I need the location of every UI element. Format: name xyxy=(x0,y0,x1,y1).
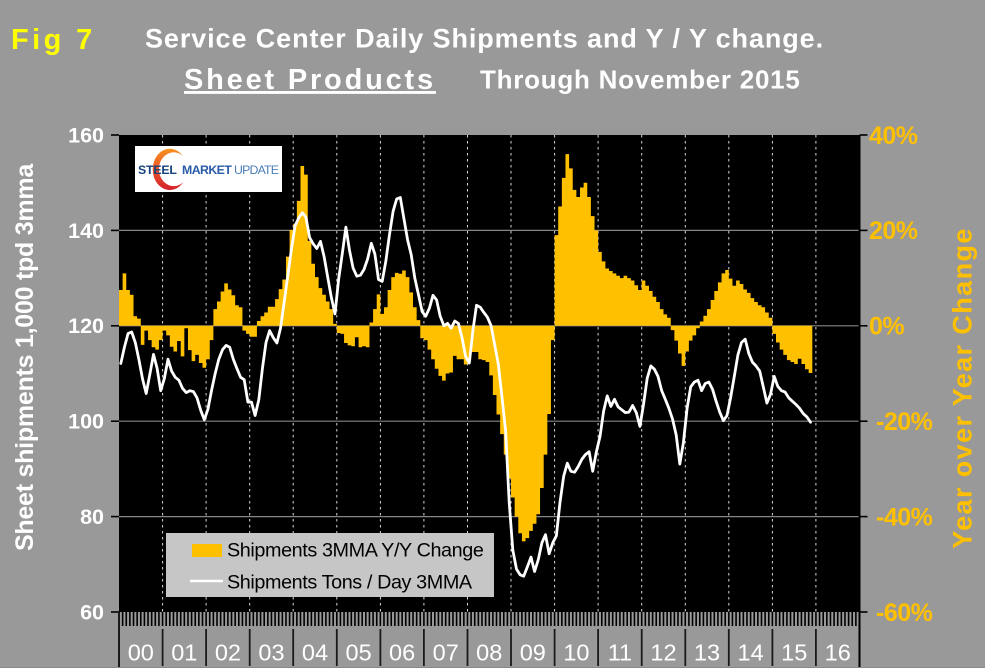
svg-text:Sheet shipments 1,000 tpd 3mma: Sheet shipments 1,000 tpd 3mma xyxy=(11,163,39,551)
svg-text:Through November 2015: Through November 2015 xyxy=(480,65,801,95)
svg-text:0%: 0% xyxy=(869,313,904,341)
svg-text:100: 100 xyxy=(68,410,104,434)
svg-text:20%: 20% xyxy=(869,217,918,245)
svg-text:Fig 7: Fig 7 xyxy=(11,24,96,56)
svg-text:Shipments Tons / Day 3MMA: Shipments Tons / Day 3MMA xyxy=(227,572,473,594)
svg-text:-20%: -20% xyxy=(876,408,933,436)
svg-text:160: 160 xyxy=(68,123,104,147)
svg-text:40%: 40% xyxy=(869,122,918,150)
svg-text:15: 15 xyxy=(781,640,807,666)
svg-text:11: 11 xyxy=(608,640,632,666)
svg-text:80: 80 xyxy=(80,505,104,529)
svg-text:140: 140 xyxy=(68,219,104,243)
svg-text:120: 120 xyxy=(68,314,104,338)
svg-text:60: 60 xyxy=(80,600,104,624)
svg-text:03: 03 xyxy=(258,640,284,666)
svg-text:04: 04 xyxy=(302,640,328,666)
svg-text:14: 14 xyxy=(738,640,764,666)
svg-text:Service Center Daily Shipments: Service Center Daily Shipments and Y / Y… xyxy=(145,24,824,54)
svg-text:01: 01 xyxy=(171,640,197,666)
svg-text:Shipments 3MMA Y/Y Change: Shipments 3MMA Y/Y Change xyxy=(227,540,484,562)
svg-text:16: 16 xyxy=(825,640,851,666)
svg-text:Sheet Products: Sheet Products xyxy=(184,64,436,96)
svg-text:02: 02 xyxy=(215,640,241,666)
svg-text:13: 13 xyxy=(694,640,720,666)
svg-text:UPDATE: UPDATE xyxy=(234,163,279,177)
svg-text:05: 05 xyxy=(346,640,372,666)
svg-text:-40%: -40% xyxy=(876,503,933,531)
svg-text:STEEL: STEEL xyxy=(138,163,177,177)
svg-text:08: 08 xyxy=(476,640,502,666)
svg-text:07: 07 xyxy=(433,640,459,666)
svg-text:10: 10 xyxy=(563,640,589,666)
svg-text:09: 09 xyxy=(520,640,546,666)
svg-text:12: 12 xyxy=(650,640,676,666)
svg-text:Year over Year Change: Year over Year Change xyxy=(948,227,978,549)
svg-text:-60%: -60% xyxy=(876,599,933,627)
svg-text:06: 06 xyxy=(389,640,415,666)
svg-text:MARKET: MARKET xyxy=(182,163,232,177)
svg-text:00: 00 xyxy=(128,640,154,666)
